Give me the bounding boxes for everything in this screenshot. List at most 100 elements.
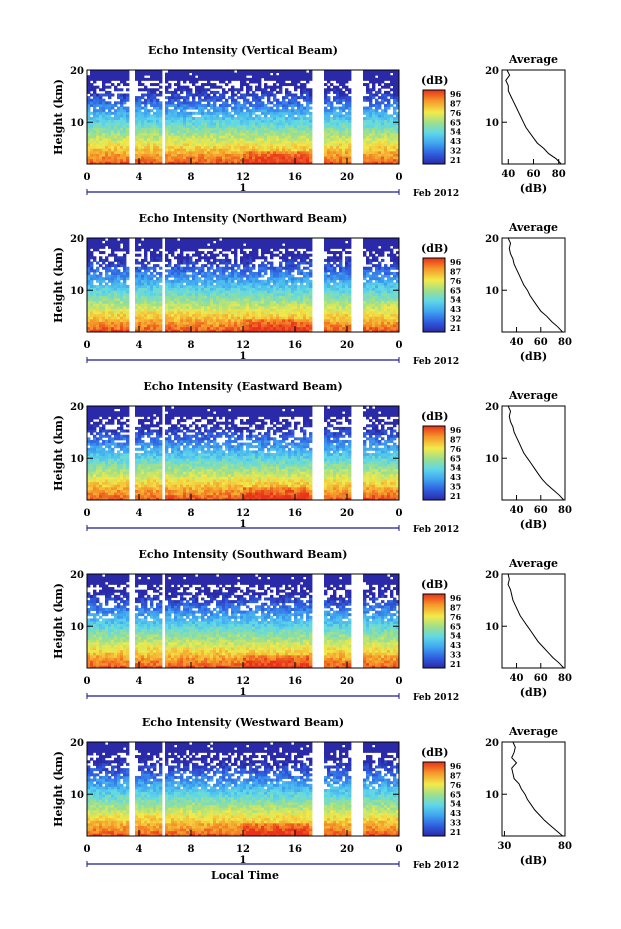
heatmap-cell <box>228 292 232 296</box>
heatmap-cell <box>231 305 235 309</box>
heatmap-cell <box>198 70 202 74</box>
heatmap-cell <box>279 243 283 247</box>
heatmap-cell <box>258 145 262 149</box>
heatmap-cell <box>372 72 376 76</box>
heatmap-cell <box>216 308 220 312</box>
heatmap-cell <box>90 85 94 89</box>
heatmap-cell <box>174 285 178 289</box>
heatmap-cell <box>393 88 397 92</box>
heatmap-cell <box>243 292 247 296</box>
heatmap-cell <box>345 132 349 136</box>
heatmap-cell <box>222 279 226 283</box>
heatmap-cell <box>126 145 130 149</box>
heatmap-cell <box>120 106 124 110</box>
heatmap-cell <box>93 277 97 281</box>
heatmap-cell <box>231 148 235 152</box>
heatmap-cell <box>168 248 172 252</box>
heatmap-cell <box>363 145 367 149</box>
heatmap-cell <box>219 153 223 157</box>
heatmap-cell <box>324 77 328 81</box>
heatmap-cell <box>111 311 115 315</box>
heatmap-cell <box>117 282 121 286</box>
heatmap-cell <box>393 83 397 87</box>
heatmap-cell <box>396 117 400 121</box>
heatmap-cell <box>123 119 127 123</box>
heatmap-cell <box>150 240 154 244</box>
heatmap-cell <box>117 101 121 105</box>
heatmap-cell <box>198 109 202 113</box>
heatmap-cell <box>147 109 151 113</box>
heatmap-cell <box>327 119 331 123</box>
heatmap-cell <box>177 83 181 87</box>
heatmap-cell <box>225 130 229 134</box>
heatmap-cell <box>252 117 256 121</box>
heatmap-cell <box>135 316 139 320</box>
heatmap-cell <box>153 295 157 299</box>
heatmap-cell <box>255 72 259 76</box>
heatmap-cell <box>174 269 178 273</box>
heatmap-cell <box>216 72 220 76</box>
heatmap-cell <box>156 135 160 139</box>
heatmap-cell <box>327 117 331 121</box>
heatmap-cell <box>294 88 298 92</box>
heatmap-cell <box>183 300 187 304</box>
heatmap-cell <box>177 290 181 294</box>
heatmap-cell <box>372 158 376 162</box>
heatmap-cell <box>117 88 121 92</box>
heatmap-cell <box>216 137 220 141</box>
heatmap-cell <box>297 161 301 165</box>
heatmap-cell <box>153 137 157 141</box>
heatmap-cell <box>249 161 253 165</box>
heatmap-cell <box>255 80 259 84</box>
heatmap-cell <box>195 243 199 247</box>
heatmap-cell <box>120 88 124 92</box>
heatmap-cell <box>204 106 208 110</box>
heatmap-cell <box>201 324 205 328</box>
heatmap-cell <box>264 103 268 107</box>
heatmap-cell <box>279 135 283 139</box>
heatmap-cell <box>225 269 229 273</box>
heatmap-cell <box>243 240 247 244</box>
heatmap-cell <box>258 318 262 322</box>
heatmap-cell <box>219 261 223 265</box>
heatmap-cell <box>213 137 217 141</box>
heatmap-cell <box>189 150 193 154</box>
heatmap-cell <box>372 137 376 141</box>
heatmap-cell <box>384 106 388 110</box>
heatmap-cell <box>303 135 307 139</box>
heatmap-cell <box>207 324 211 328</box>
heatmap-cell <box>123 290 127 294</box>
heatmap-cell <box>111 243 115 247</box>
heatmap-cell <box>195 90 199 94</box>
heatmap-cell <box>120 256 124 260</box>
heatmap-cell <box>201 103 205 107</box>
heatmap-cell <box>201 311 205 315</box>
heatmap-cell <box>273 282 277 286</box>
heatmap-cell <box>276 130 280 134</box>
heatmap-cell <box>225 324 229 328</box>
heatmap-cell <box>210 158 214 162</box>
heatmap-cell <box>117 245 121 249</box>
heatmap-cell <box>138 88 142 92</box>
heatmap-cell <box>183 308 187 312</box>
heatmap-cell <box>309 119 313 123</box>
heatmap-cell <box>168 122 172 126</box>
heatmap-cell <box>246 119 250 123</box>
heatmap-cell <box>282 109 286 113</box>
heatmap-cell <box>168 274 172 278</box>
heatmap-cell <box>174 88 178 92</box>
heatmap-cell <box>264 153 268 157</box>
heatmap-cell <box>255 324 259 328</box>
heatmap-cell <box>276 303 280 307</box>
heatmap-cell <box>102 93 106 97</box>
heatmap-cell <box>108 127 112 131</box>
heatmap-cell <box>141 321 145 325</box>
heatmap-cell <box>144 88 148 92</box>
heatmap-cell <box>123 245 127 249</box>
heatmap-cell <box>117 240 121 244</box>
heatmap-cell <box>288 119 292 123</box>
heatmap-cell <box>375 114 379 118</box>
heatmap-cell <box>117 150 121 154</box>
heatmap-cell <box>231 161 235 165</box>
